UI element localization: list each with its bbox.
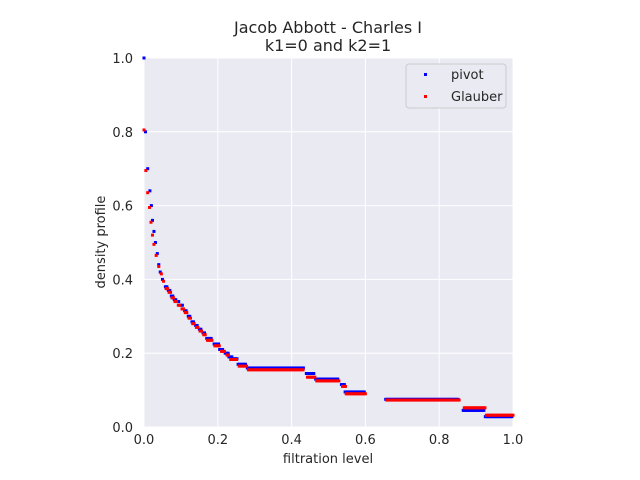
data-point-glauber xyxy=(227,354,230,357)
data-point-glauber xyxy=(483,406,486,409)
data-point-glauber xyxy=(364,392,367,395)
data-point-glauber xyxy=(152,243,155,246)
data-point-glauber xyxy=(204,333,207,336)
data-point-glauber xyxy=(155,254,158,257)
plot-area xyxy=(144,58,513,427)
x-tick-label: 0.4 xyxy=(281,433,302,448)
data-point-pivot xyxy=(152,230,155,233)
data-point-glauber xyxy=(169,291,172,294)
x-tick-label: 0.6 xyxy=(355,433,376,448)
x-tick-label: 0.0 xyxy=(134,433,155,448)
data-point-glauber xyxy=(185,311,188,314)
data-point-pivot xyxy=(181,304,184,307)
data-point-glauber xyxy=(196,326,199,329)
data-point-pivot xyxy=(143,57,146,60)
y-tick-labels: 0.0 0.2 0.4 0.6 0.8 1.0 xyxy=(112,52,133,436)
data-point-glauber xyxy=(313,376,316,379)
legend-marker-glauber xyxy=(424,95,427,98)
data-point-glauber xyxy=(210,339,213,342)
data-point-glauber xyxy=(143,128,146,131)
y-tick-label: 0.0 xyxy=(112,421,133,436)
chart-title-line1: Jacob Abbott - Charles I xyxy=(233,18,422,37)
data-point-glauber xyxy=(512,414,515,417)
data-point-glauber xyxy=(235,358,238,361)
data-point-glauber xyxy=(245,365,248,368)
data-point-glauber xyxy=(193,322,196,325)
x-tick-label: 0.2 xyxy=(207,433,228,448)
data-point-glauber xyxy=(151,234,154,237)
data-point-glauber xyxy=(146,191,149,194)
data-point-glauber xyxy=(148,206,151,209)
data-point-glauber xyxy=(337,379,340,382)
data-point-glauber xyxy=(175,300,178,303)
legend: pivot Glauber xyxy=(406,64,506,108)
data-point-glauber xyxy=(178,304,181,307)
data-point-pivot xyxy=(482,409,485,412)
y-tick-label: 0.8 xyxy=(112,126,133,141)
data-point-glauber xyxy=(160,272,163,275)
chart-title-line2: k1=0 and k2=1 xyxy=(265,36,391,55)
data-point-glauber xyxy=(166,287,169,290)
data-point-glauber xyxy=(150,221,153,224)
legend-marker-pivot xyxy=(424,73,427,76)
y-tick-label: 0.4 xyxy=(112,273,133,288)
data-point-glauber xyxy=(182,307,185,310)
data-point-glauber xyxy=(458,399,461,402)
x-tick-label: 0.8 xyxy=(429,433,450,448)
data-point-glauber xyxy=(302,368,305,371)
data-point-glauber xyxy=(189,317,192,320)
data-point-glauber xyxy=(218,344,221,347)
data-point-glauber xyxy=(223,350,226,353)
x-tick-label: 1.0 xyxy=(503,433,524,448)
legend-label-pivot: pivot xyxy=(451,68,484,83)
data-point-pivot xyxy=(312,372,315,375)
y-tick-label: 0.6 xyxy=(112,200,133,215)
data-point-glauber xyxy=(172,296,175,299)
y-axis-label: density profile xyxy=(94,196,109,289)
y-tick-label: 0.2 xyxy=(112,347,133,362)
data-point-glauber xyxy=(200,330,203,333)
x-axis-label: filtration level xyxy=(283,452,373,467)
legend-label-glauber: Glauber xyxy=(451,90,503,105)
data-point-glauber xyxy=(157,265,160,268)
data-point-glauber xyxy=(144,169,147,172)
x-tick-labels: 0.0 0.2 0.4 0.6 0.8 1.0 xyxy=(134,433,524,448)
data-point-glauber xyxy=(344,385,347,388)
data-point-glauber xyxy=(162,280,165,283)
y-tick-label: 1.0 xyxy=(112,52,133,67)
